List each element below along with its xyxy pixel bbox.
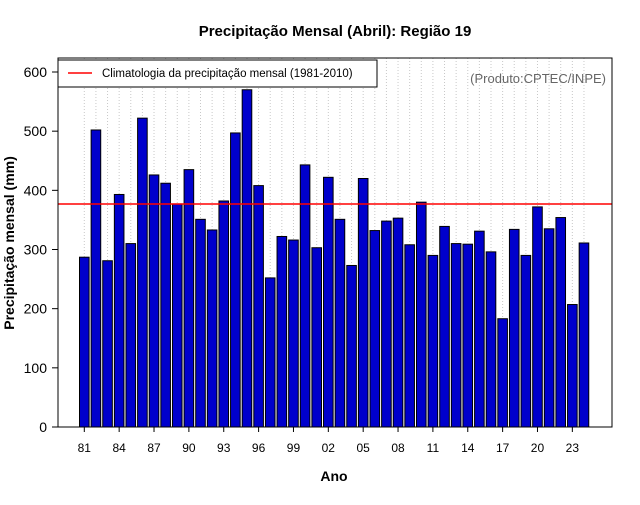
x-tick-label: 20 xyxy=(531,441,545,455)
bar-2009 xyxy=(404,244,415,428)
x-tick-label: 02 xyxy=(322,441,336,455)
x-tick-label: 14 xyxy=(461,441,475,455)
bar-1995 xyxy=(241,89,253,428)
x-tick-label: 90 xyxy=(182,441,196,455)
x-tick-label: 17 xyxy=(496,441,510,455)
bar-2008 xyxy=(392,217,404,428)
bar-2007 xyxy=(381,220,392,428)
x-tick-label: 81 xyxy=(78,441,92,455)
y-axis-label: Precipitação mensal (mm) xyxy=(1,156,17,330)
bar-2022 xyxy=(555,217,567,428)
chart-title: Precipitação Mensal (Abril): Região 19 xyxy=(199,23,472,40)
bar-2020 xyxy=(532,206,543,428)
bar-2024 xyxy=(578,242,590,428)
x-tick-label: 99 xyxy=(287,441,301,455)
y-tick-label: 500 xyxy=(24,123,48,139)
x-tick-label: 87 xyxy=(147,441,161,455)
bar-1993 xyxy=(218,200,230,428)
bar-1996 xyxy=(253,185,264,428)
bar-1983 xyxy=(102,260,113,428)
bar-2015 xyxy=(474,230,485,428)
y-tick-label: 600 xyxy=(24,64,48,80)
bar-1994 xyxy=(230,132,241,428)
bar-1986 xyxy=(137,117,148,428)
bar-2016 xyxy=(485,251,497,428)
x-tick-label: 93 xyxy=(217,441,231,455)
bar-2011 xyxy=(427,254,439,428)
bar-1999 xyxy=(288,239,299,428)
bar-1992 xyxy=(206,229,218,428)
legend-box xyxy=(57,59,378,88)
bar-1997 xyxy=(264,277,276,428)
bar-1981 xyxy=(79,256,90,428)
bar-1989 xyxy=(171,203,183,428)
bar-2004 xyxy=(346,264,357,428)
bar-1982 xyxy=(90,129,102,428)
x-tick-label: 11 xyxy=(427,441,440,455)
bar-2002 xyxy=(323,176,334,428)
bar-1988 xyxy=(160,182,171,428)
x-tick-label: 05 xyxy=(357,441,371,455)
bar-2023 xyxy=(567,304,578,428)
bar-2021 xyxy=(543,228,555,428)
x-tick-label: 84 xyxy=(112,441,126,455)
x-axis-label: Ano xyxy=(320,468,347,484)
bar-1987 xyxy=(148,174,160,428)
y-tick-label: 300 xyxy=(24,242,48,258)
bar-2019 xyxy=(520,254,532,428)
y-tick-label: 200 xyxy=(24,301,48,317)
bar-2012 xyxy=(439,225,450,428)
plot-frame xyxy=(57,57,613,428)
bar-2001 xyxy=(311,247,322,428)
bar-2014 xyxy=(462,243,474,428)
bar-2006 xyxy=(369,230,381,428)
bar-2017 xyxy=(497,318,508,428)
legend: Climatologia da precipitação mensal (198… xyxy=(57,59,378,88)
bars-layer xyxy=(79,89,590,428)
y-tick-label: 0 xyxy=(39,419,47,435)
bar-2010 xyxy=(415,201,427,428)
x-axis: 81 84 87 90 93 96 99 02 05 08 11 14 17 20 23 xyxy=(78,427,580,455)
bar-1991 xyxy=(195,218,206,428)
y-axis: 0 100 200 300 400 500 600 xyxy=(24,64,58,435)
bar-2003 xyxy=(334,218,346,428)
source-note: (Produto:CPTEC/INPE) xyxy=(470,71,606,86)
y-tick-label: 100 xyxy=(24,360,48,376)
bar-1984 xyxy=(113,193,125,428)
bar-2013 xyxy=(450,243,462,428)
legend-label: Climatologia da precipitação mensal (198… xyxy=(102,68,353,80)
bar-2018 xyxy=(508,228,520,428)
x-tick-label: 08 xyxy=(391,441,405,455)
bar-2005 xyxy=(357,178,369,428)
bar-1990 xyxy=(183,169,195,428)
bar-1998 xyxy=(276,235,288,428)
bar-1985 xyxy=(125,243,137,428)
x-tick-label: 23 xyxy=(566,441,580,455)
y-tick-label: 400 xyxy=(24,182,48,198)
x-tick-label: 96 xyxy=(252,441,266,455)
